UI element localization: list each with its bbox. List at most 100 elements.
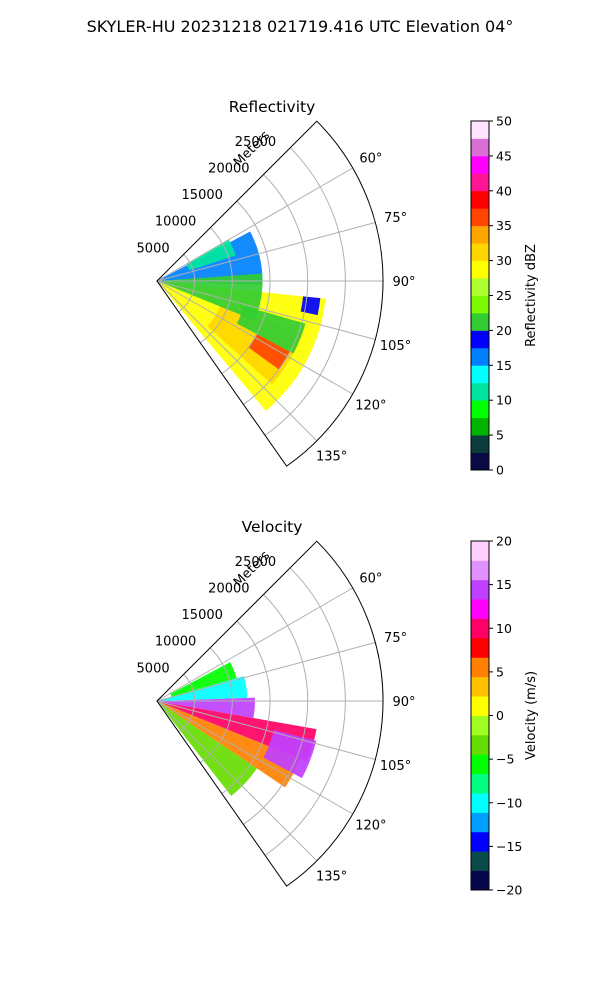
colorbar-segment xyxy=(471,295,489,314)
colorbar-segment xyxy=(471,734,489,755)
angle-tick-label: 120° xyxy=(355,819,386,834)
range-ring xyxy=(243,174,309,405)
colorbar-segment xyxy=(471,541,489,561)
colorbar-segment xyxy=(471,812,489,833)
colorbar-tick-label: 20 xyxy=(496,323,512,338)
colorbar-tick-label: 10 xyxy=(496,621,512,636)
radial-tick-label: 10000 xyxy=(155,215,196,230)
echo-region xyxy=(263,730,317,779)
colorbar-tick-label: 30 xyxy=(496,253,512,268)
colorbar-tick-label: 15 xyxy=(496,358,512,373)
radial-tick-label: 20000 xyxy=(208,161,249,176)
colorbar-segment xyxy=(471,452,489,471)
colorbar-tick-label: 50 xyxy=(496,114,512,129)
colorbar-segment xyxy=(471,870,489,891)
echo-region xyxy=(157,701,301,788)
colorbar-segment xyxy=(471,773,489,794)
colorbar-tick-label: 25 xyxy=(496,288,512,303)
colorbar-segment xyxy=(471,435,489,453)
radial-tick-label: 5000 xyxy=(137,241,170,256)
angle-tick-label: 75° xyxy=(384,631,407,646)
colorbar-segment xyxy=(471,715,489,736)
angle-tick-label: 105° xyxy=(380,339,411,354)
range-ring xyxy=(221,200,271,374)
azimuth-gridline xyxy=(156,587,353,702)
colorbar-segment xyxy=(471,225,489,244)
colorbar-segment xyxy=(471,278,489,296)
figure-title: SKYLER-HU 20231218 021719.416 UTC Elevat… xyxy=(87,17,514,36)
echo-region xyxy=(170,662,237,697)
colorbar-tick-label: −5 xyxy=(496,752,514,767)
colorbar-segment xyxy=(471,676,489,697)
colorbar-segment xyxy=(471,696,489,716)
colorbar-segment xyxy=(471,618,489,639)
angle-tick-label: 105° xyxy=(380,759,411,774)
range-ring xyxy=(243,594,309,825)
azimuth-gridline xyxy=(156,700,353,815)
colorbar-tick-label: −15 xyxy=(496,839,522,854)
colorbar-tick-label: 0 xyxy=(496,463,504,478)
radial-tick-label: 25000 xyxy=(235,555,276,570)
colorbar-segment xyxy=(471,312,489,331)
colorbar-segment xyxy=(471,637,489,658)
azimuth-gridline xyxy=(156,700,376,760)
range-ring xyxy=(199,227,233,344)
colorbar-segment xyxy=(471,793,489,813)
angle-tick-label: 75° xyxy=(384,211,407,226)
sector-frame xyxy=(156,120,384,467)
echo-region xyxy=(157,701,257,796)
colorbar-tick-label: −10 xyxy=(496,795,522,810)
colorbar-segment xyxy=(471,382,489,401)
colorbar-segment xyxy=(471,243,489,261)
angle-tick-label: 135° xyxy=(316,450,347,465)
azimuth-gridline xyxy=(156,642,376,702)
colorbar-segment xyxy=(471,599,489,619)
colorbar-tick-label: 5 xyxy=(496,428,504,443)
range-ring xyxy=(178,254,196,313)
panel-title: Reflectivity xyxy=(229,98,316,116)
colorbar-tick-label: 35 xyxy=(496,218,512,233)
azimuth-gridline xyxy=(156,222,376,282)
radial-tick-label: 25000 xyxy=(235,135,276,150)
angle-tick-label: 90° xyxy=(392,275,415,290)
azimuth-gridline xyxy=(156,280,318,442)
reflectivity-panel: Reflectivity500010000150002000025000Mete… xyxy=(137,98,539,478)
colorbar-segment xyxy=(471,173,489,192)
angle-tick-label: 90° xyxy=(392,695,415,710)
radial-tick-label: 10000 xyxy=(155,635,196,650)
colorbar-tick-label: 20 xyxy=(496,534,512,549)
colorbar-segment xyxy=(471,579,489,600)
colorbar-segment xyxy=(471,330,489,349)
colorbar-segment xyxy=(471,365,489,384)
colorbar-tick-label: 10 xyxy=(496,393,512,408)
colorbar-tick-label: 5 xyxy=(496,664,504,679)
panel-title: Velocity xyxy=(242,518,303,536)
azimuth-gridline xyxy=(156,280,376,340)
colorbar-segment xyxy=(471,190,489,209)
colorbar-segment xyxy=(471,754,489,775)
echo-region xyxy=(236,305,306,354)
angle-tick-label: 60° xyxy=(359,572,382,587)
colorbar-tick-label: −20 xyxy=(496,883,522,898)
radial-tick-label: 15000 xyxy=(182,188,223,203)
colorbar-label: Velocity (m/s) xyxy=(524,671,539,760)
angle-tick-label: 120° xyxy=(355,399,386,414)
radial-tick-label: 15000 xyxy=(182,608,223,623)
colorbar-segment xyxy=(471,347,489,366)
angle-tick-label: 60° xyxy=(359,152,382,167)
colorbar-segment xyxy=(471,831,489,852)
range-ring xyxy=(221,620,271,794)
azimuth-gridline xyxy=(156,167,353,282)
echo-region xyxy=(300,296,321,316)
colorbar-tick-label: 0 xyxy=(496,708,504,723)
sector-frame xyxy=(156,540,384,887)
colorbar-segment xyxy=(471,121,489,139)
colorbar-segment xyxy=(471,400,489,419)
colorbar-segment xyxy=(471,138,489,157)
colorbar-segment xyxy=(471,657,489,678)
colorbar-tick-label: 40 xyxy=(496,183,512,198)
echo-region xyxy=(157,697,255,719)
colorbar-segment xyxy=(471,560,489,581)
